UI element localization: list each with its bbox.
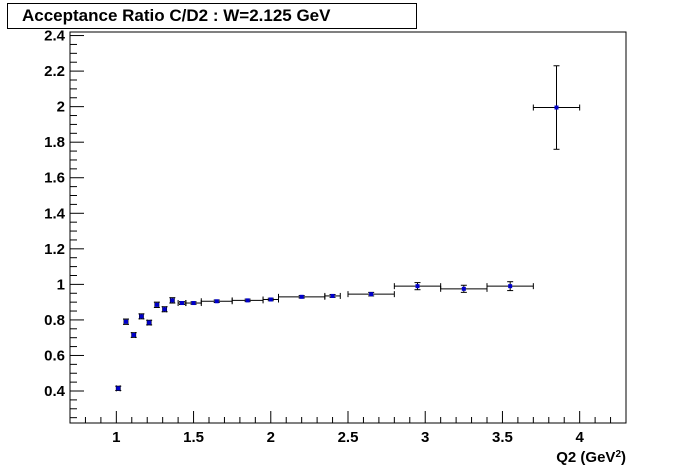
data-points (115, 65, 581, 392)
y-tick-label: 1 (57, 276, 65, 293)
data-point (146, 319, 153, 326)
data-marker (369, 292, 374, 297)
data-point (440, 284, 488, 293)
data-marker (330, 293, 335, 298)
data-marker (214, 299, 219, 304)
y-tick-label: 1.4 (44, 205, 66, 222)
data-point (161, 306, 168, 313)
x-tick-label: 1 (112, 429, 120, 446)
data-point (278, 293, 326, 300)
data-marker (154, 302, 159, 307)
data-point (347, 291, 395, 298)
data-point (486, 281, 534, 292)
y-tick-label: 2.4 (44, 28, 66, 45)
data-point (393, 282, 442, 291)
data-point (130, 332, 137, 339)
data-marker (139, 314, 144, 319)
x-axis: 1 1.5 2 2.5 3 3.5 4 (69, 411, 627, 446)
y-axis: 0.4 0.6 0.8 1 1.2 1.4 1.6 1.8 2 2.2 2.4 (44, 28, 84, 419)
x-tick-label: 3.5 (492, 429, 513, 446)
data-point (532, 65, 581, 150)
data-marker (508, 284, 513, 289)
data-marker (268, 297, 273, 302)
data-marker (554, 105, 559, 110)
x-tick-label: 1.5 (183, 429, 204, 446)
data-point (231, 297, 264, 304)
data-point (115, 385, 122, 392)
data-marker (116, 386, 121, 391)
data-point (169, 297, 176, 304)
data-point (153, 301, 160, 308)
data-marker (461, 286, 466, 291)
data-marker (170, 298, 175, 303)
plot-border (69, 31, 627, 424)
x-axis-label: Q2 (GeV2) (556, 449, 626, 467)
data-point (185, 300, 202, 307)
x-tick-label: 4 (575, 429, 584, 446)
y-tick-label: 1.2 (44, 241, 65, 258)
data-point (324, 292, 341, 299)
y-tick-label: 0.8 (44, 312, 65, 329)
y-tick-label: 1.8 (44, 134, 65, 151)
chart-title: Acceptance Ratio C/D2 : W=2.125 GeV (7, 3, 417, 29)
data-point (262, 296, 279, 303)
data-marker (415, 284, 420, 289)
data-marker (179, 301, 184, 306)
y-tick-label: 2.2 (44, 63, 65, 80)
data-marker (147, 320, 152, 325)
plot-frame (69, 31, 627, 424)
y-tick-label: 2 (57, 99, 65, 116)
y-tick-label: 0.4 (44, 383, 66, 400)
data-marker (123, 319, 128, 324)
data-marker (131, 333, 136, 338)
y-tick-label: 0.6 (44, 347, 65, 364)
y-tick-label: 1.6 (44, 170, 65, 187)
x-tick-label: 2.5 (338, 429, 359, 446)
data-point (177, 300, 187, 307)
x-tick-label: 3 (421, 429, 429, 446)
data-marker (299, 294, 304, 299)
data-marker (162, 307, 167, 312)
x-tick-label: 2 (267, 429, 275, 446)
data-point (122, 318, 129, 325)
data-marker (245, 298, 250, 303)
data-point (138, 313, 145, 320)
data-point (200, 298, 233, 305)
data-marker (191, 301, 196, 306)
